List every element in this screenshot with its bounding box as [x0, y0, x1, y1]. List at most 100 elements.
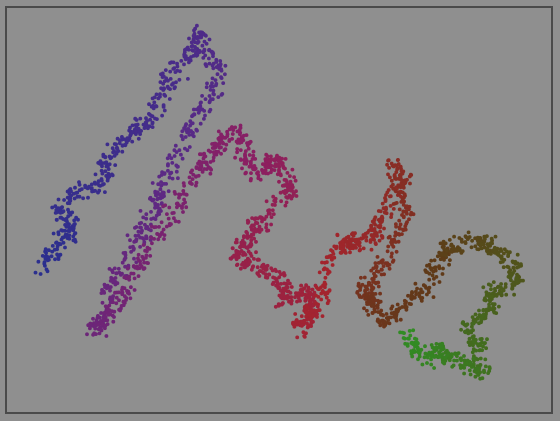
walk-point [471, 339, 476, 344]
walk-point [377, 238, 382, 243]
walk-point [149, 228, 153, 233]
walk-point [58, 242, 63, 247]
walk-point [44, 267, 49, 272]
walk-point [315, 315, 319, 319]
walk-point [381, 264, 386, 268]
walk-point [376, 310, 380, 314]
walk-point [394, 312, 399, 317]
walk-point [204, 33, 208, 38]
walk-point [219, 140, 223, 145]
walk-point [387, 266, 392, 271]
walk-point [53, 257, 57, 262]
walk-point [204, 85, 209, 90]
walk-point [117, 290, 121, 295]
walk-point [136, 274, 141, 278]
walk-point [401, 336, 406, 340]
walk-point [241, 253, 245, 257]
walk-point [154, 104, 159, 109]
walk-point [242, 265, 247, 270]
walk-point [198, 30, 203, 35]
walk-point [279, 199, 283, 204]
walk-point [91, 316, 95, 321]
walk-point [72, 196, 77, 201]
walk-point [194, 183, 198, 188]
walk-point [317, 308, 322, 312]
walk-point [59, 215, 64, 220]
walk-point [307, 313, 312, 318]
walk-point [264, 222, 269, 227]
walk-point [103, 154, 108, 159]
walk-point [391, 164, 396, 169]
walk-point [410, 341, 414, 346]
walk-point [73, 237, 77, 242]
walk-point [269, 215, 274, 220]
walk-point [386, 158, 391, 163]
walk-point [198, 121, 203, 126]
walk-point [40, 254, 45, 258]
walk-point [515, 280, 519, 284]
walk-point [471, 356, 476, 361]
walk-point [134, 260, 139, 265]
walk-point [499, 290, 504, 295]
walk-point [150, 241, 154, 246]
walk-point [326, 299, 331, 303]
walk-point [61, 209, 66, 214]
walk-point [225, 134, 230, 139]
walk-point [99, 291, 104, 295]
walk-point [252, 236, 256, 241]
walk-point [475, 247, 480, 252]
walk-point [193, 26, 198, 31]
walk-point [396, 239, 401, 244]
walk-point [63, 223, 67, 227]
walk-point [285, 296, 289, 301]
walk-point [230, 246, 235, 251]
walk-point [66, 207, 70, 212]
walk-point [263, 171, 268, 176]
walk-point [252, 226, 257, 231]
walk-point [504, 292, 509, 297]
walk-point [153, 225, 158, 229]
walk-point [397, 218, 402, 223]
walk-point [260, 219, 264, 224]
walk-point [256, 173, 261, 178]
walk-point [342, 248, 347, 253]
walk-point [162, 233, 167, 238]
walk-point [383, 199, 388, 204]
walk-point [415, 340, 420, 345]
walk-point [165, 212, 169, 217]
walk-point [377, 320, 381, 325]
walk-point [374, 281, 378, 286]
walk-point [190, 44, 195, 48]
walk-point [402, 298, 407, 303]
walk-point [266, 211, 271, 216]
walk-point [367, 298, 372, 303]
walk-point [293, 295, 297, 300]
walk-point [292, 175, 296, 180]
walk-point [174, 201, 179, 206]
walk-point [338, 243, 343, 248]
walk-point [190, 177, 195, 182]
walk-point [463, 330, 468, 335]
plot-frame [5, 6, 553, 414]
walk-point [184, 205, 189, 210]
walk-point [196, 40, 201, 44]
walk-point [185, 148, 190, 153]
walk-point [501, 265, 506, 270]
walk-point [56, 254, 61, 259]
walk-point [64, 216, 69, 221]
walk-point [441, 360, 445, 365]
walk-point [291, 320, 295, 325]
walk-point [473, 244, 478, 249]
walk-point [55, 244, 60, 249]
walk-point [111, 278, 116, 283]
walk-point [369, 233, 374, 237]
walk-point [73, 185, 77, 190]
walk-point [176, 219, 181, 224]
walk-point [271, 194, 276, 199]
walk-point [449, 243, 453, 248]
walk-point [364, 292, 369, 297]
walk-point [419, 287, 423, 292]
walk-point [142, 260, 147, 265]
walk-point [301, 287, 305, 291]
walk-point [136, 229, 141, 234]
